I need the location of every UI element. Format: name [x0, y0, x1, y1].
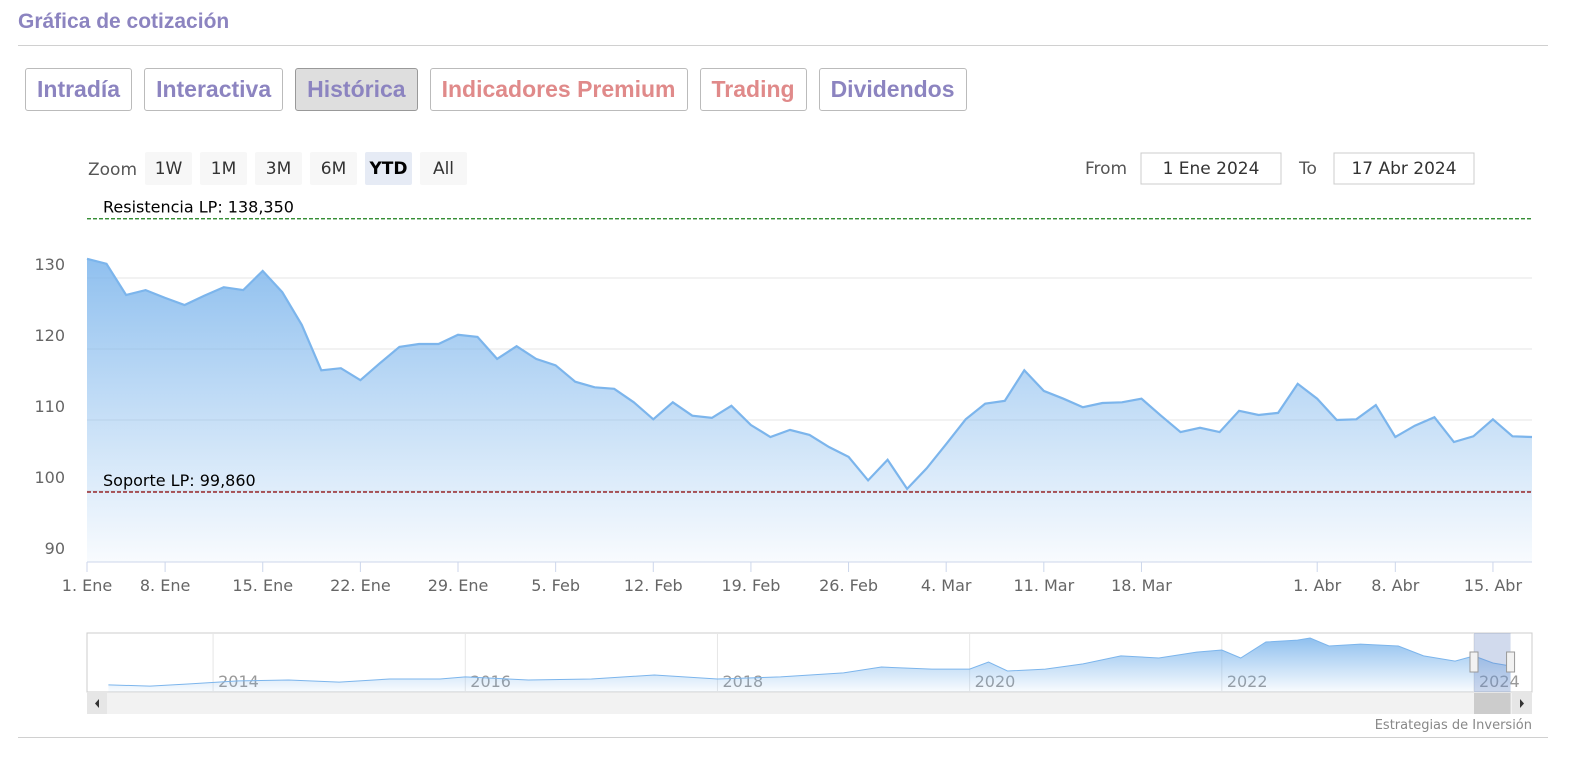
x-tick-label: 8. Ene	[140, 576, 190, 595]
x-tick-label: 5. Feb	[531, 576, 580, 595]
tab[interactable]: Interactiva	[144, 68, 284, 111]
x-tick-label: 8. Abr	[1371, 576, 1419, 595]
y-tick-label: 110	[34, 397, 65, 416]
price-area	[87, 258, 1532, 562]
zoom-button-label: 6M	[321, 159, 346, 179]
scrollbar-track	[87, 693, 1532, 714]
x-tick-label: 18. Mar	[1111, 576, 1172, 595]
divider	[18, 45, 1548, 46]
date-input	[1333, 152, 1475, 185]
x-tick-label: 26. Feb	[819, 576, 878, 595]
zoom-button-label: All	[433, 159, 454, 179]
scrollbar-thumb[interactable]	[1473, 693, 1511, 714]
y-tick-label: 90	[45, 539, 65, 558]
from-value: 1 Ene 2024	[1163, 159, 1260, 179]
tab-bar: Intradía Interactiva Histórica Indicadores …	[25, 68, 967, 111]
x-tick-label: 1. Abr	[1293, 576, 1341, 595]
tab[interactable]: Dividendos	[818, 68, 967, 111]
zoom-button-label: 1W	[155, 159, 183, 179]
navigator-line	[108, 637, 1511, 687]
zoom-button[interactable]	[255, 152, 302, 185]
tab[interactable]: Histórica	[295, 68, 418, 111]
navigator-mask	[1473, 633, 1511, 692]
navigator-handle[interactable]	[1506, 651, 1516, 673]
scrollbar-arrow	[95, 699, 99, 708]
price-line	[86, 257, 1533, 491]
x-tick-label: 11. Mar	[1013, 576, 1074, 595]
scrollbar-arrow	[1520, 699, 1524, 708]
zoom-button[interactable]	[365, 152, 412, 185]
x-tick-label: 15. Abr	[1464, 576, 1523, 595]
zoom-button-label: 3M	[266, 159, 291, 179]
y-tick-label: 100	[34, 468, 65, 487]
y-tick-label: 120	[34, 326, 65, 345]
y-tick-label: 130	[34, 255, 65, 274]
x-tick-label: 4. Mar	[921, 576, 972, 595]
x-tick-label: 19. Feb	[721, 576, 780, 595]
zoom-label: Zoom	[88, 160, 137, 180]
x-tick-label: 1. Ene	[62, 576, 112, 595]
x-tick-label: 12. Feb	[624, 576, 683, 595]
plot-line-label: Resistencia LP: 138,350	[103, 198, 294, 217]
to-value: 17 Abr 2024	[1351, 159, 1456, 179]
zoom-button[interactable]	[310, 152, 357, 185]
navigator-area	[108, 638, 1511, 692]
zoom-button[interactable]	[200, 152, 247, 185]
zoom-button-label: 1M	[211, 159, 236, 179]
to-label: To	[1298, 159, 1317, 179]
zoom-button[interactable]	[145, 152, 192, 185]
zoom-button-label: YTD	[368, 159, 407, 179]
page-title: Gráfica de cotización	[18, 10, 230, 33]
tab[interactable]: Trading	[699, 68, 807, 111]
divider	[18, 737, 1548, 738]
plot-line-label: Soporte LP: 99,860	[103, 471, 256, 490]
tab[interactable]: Indicadores Premium	[429, 68, 688, 111]
from-label: From	[1085, 159, 1127, 179]
credits: Estrategias de Inversión	[1375, 718, 1532, 733]
x-tick-label: 22. Ene	[330, 576, 391, 595]
x-tick-label: 29. Ene	[428, 576, 489, 595]
zoom-button[interactable]	[420, 152, 467, 185]
x-tick-label: 15. Ene	[232, 576, 293, 595]
date-input	[1140, 152, 1282, 185]
navigator-handle[interactable]	[1469, 651, 1479, 673]
tab[interactable]: Intradía	[25, 68, 133, 111]
